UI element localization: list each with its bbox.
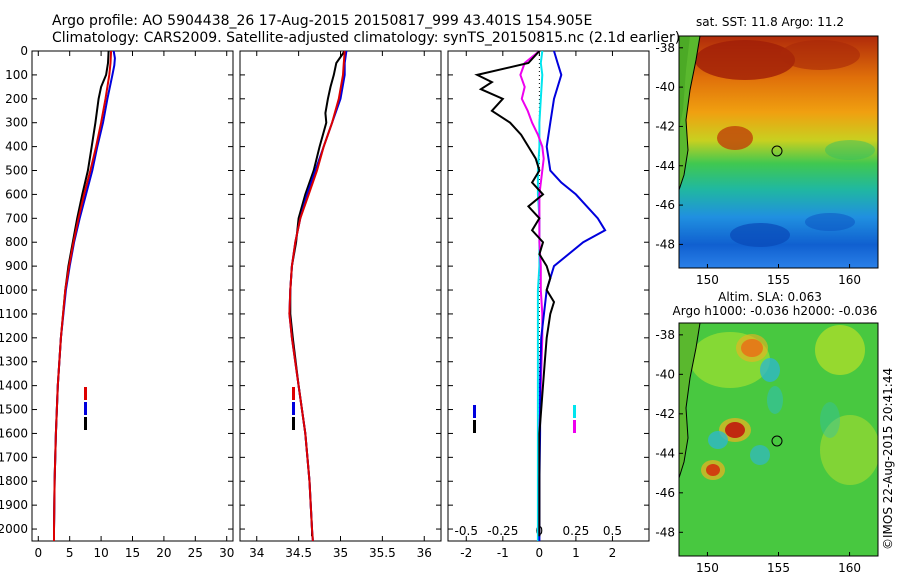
xtick-label-salinity: 34.5 [285, 546, 312, 560]
depth-tick-label: 2000 [0, 522, 28, 536]
depth-tick-label: 500 [5, 164, 28, 178]
map-ytick-label: -46 [655, 486, 675, 500]
xtick-label-temperature: 5 [66, 546, 74, 560]
depth-tick-label: 300 [5, 116, 28, 130]
depth-tick-label: 1300 [0, 355, 28, 369]
depth-tick-label: 200 [5, 92, 28, 106]
legend-swatch [292, 417, 295, 430]
depth-tick-label: 1600 [0, 426, 28, 440]
depth-tick-label: 1500 [0, 403, 28, 417]
legend-swatch [473, 405, 476, 418]
depth-tick-label: 1800 [0, 474, 28, 488]
title-line-2: Climatology: CARS2009. Satellite-adjuste… [52, 30, 681, 46]
xtick-label-temperature: 20 [156, 546, 171, 560]
sla-map: Altim. SLA: 0.063 Argo h1000: -0.036 h20… [655, 290, 879, 575]
imos-credit: ©IMOS 22-Aug-2015 20:41:44 [881, 368, 895, 550]
legend-swatch [84, 402, 87, 415]
xtick-label-salinity: 34 [249, 546, 264, 560]
legend-swatch [292, 387, 295, 400]
xtick-label-difference: -2 [460, 546, 472, 560]
map-ytick-label: -40 [655, 367, 675, 381]
depth-tick-label: 700 [5, 211, 28, 225]
depth-tick-label: 1000 [0, 283, 28, 297]
depth-tick-label: 1100 [0, 307, 28, 321]
legend-swatch [84, 417, 87, 430]
depth-tick-label: 1400 [0, 379, 28, 393]
legend-swatch [573, 405, 576, 418]
depth-tick-label: 800 [5, 235, 28, 249]
xtick-label-salinity: 35 [333, 546, 348, 560]
depth-tick-label: 600 [5, 187, 28, 201]
xtick-label-difference: -1 [497, 546, 509, 560]
xtick-label-salinity: 36 [417, 546, 432, 560]
depth-tick-label: 900 [5, 259, 28, 273]
depth-tick-label: 100 [5, 68, 28, 82]
sst-float-marker [771, 145, 783, 157]
depth-tick-label: 1900 [0, 498, 28, 512]
series-temperature-0 [53, 50, 113, 541]
map-ytick-label: -48 [655, 525, 675, 539]
legend-swatch [573, 420, 576, 433]
map-ytick-label: -38 [655, 328, 675, 342]
title-line-1: Argo profile: AO 5904438_26 17-Aug-2015 … [52, 13, 593, 29]
panel-frame-difference [447, 50, 650, 542]
xtick-label-temperature: 25 [188, 546, 203, 560]
map-ytick-label: -44 [655, 159, 675, 173]
map-xtick-label: 160 [838, 273, 861, 287]
xtick-label-temperature: 15 [125, 546, 140, 560]
map-xtick-label: 150 [696, 273, 719, 287]
series-salinity-0 [288, 50, 346, 542]
xtick-label-temperature: 30 [219, 546, 234, 560]
s-tick-label: -0.5 [455, 524, 478, 538]
map-ytick-label: -38 [655, 41, 675, 55]
sst-map-title: sat. SST: 11.8 Argo: 11.2 [696, 15, 844, 29]
panel-frame-salinity [239, 50, 442, 542]
xtick-label-difference: 2 [609, 546, 617, 560]
series-difference-1 [474, 50, 556, 537]
legend-swatch [292, 402, 295, 415]
map-ytick-label: -44 [655, 446, 675, 460]
sla-map-title-1: Altim. SLA: 0.063 [718, 290, 822, 304]
xtick-label-temperature: 10 [93, 546, 108, 560]
s-tick-label: 0.5 [603, 524, 622, 538]
legend-swatch [84, 387, 87, 400]
map-xtick-label: 155 [767, 273, 790, 287]
xtick-label-difference: 1 [572, 546, 580, 560]
s-tick-label: 0.25 [563, 524, 590, 538]
sla-map-title-2: Argo h1000: -0.036 h2000: -0.036 [673, 304, 878, 318]
xtick-label-temperature: 0 [34, 546, 42, 560]
map-ytick-label: -40 [655, 80, 675, 94]
map-xtick-label: 150 [696, 561, 719, 575]
xtick-label-salinity: 35.5 [369, 546, 396, 560]
s-tick-label: -0.25 [487, 524, 518, 538]
sst-map: sat. SST: 11.8 Argo: 11.2 150 155 160 -38 -4… [655, 15, 879, 287]
map-ytick-label: -42 [655, 119, 675, 133]
map-xtick-label: 160 [838, 561, 861, 575]
map-ytick-label: -46 [655, 198, 675, 212]
sst-patches [679, 36, 875, 247]
panel-frame-temperature [31, 50, 234, 542]
depth-tick-label: 400 [5, 140, 28, 154]
map-ytick-label: -42 [655, 407, 675, 421]
legend-swatch [473, 420, 476, 433]
map-ytick-label: -48 [655, 237, 675, 251]
xtick-label-difference: 0 [536, 546, 544, 560]
sla-float-marker [771, 435, 783, 447]
sla-patches [679, 323, 878, 485]
depth-tick-label: 0 [20, 44, 28, 58]
depth-tick-label: 1200 [0, 331, 28, 345]
map-xtick-label: 155 [767, 561, 790, 575]
depth-tick-label: 1700 [0, 450, 28, 464]
